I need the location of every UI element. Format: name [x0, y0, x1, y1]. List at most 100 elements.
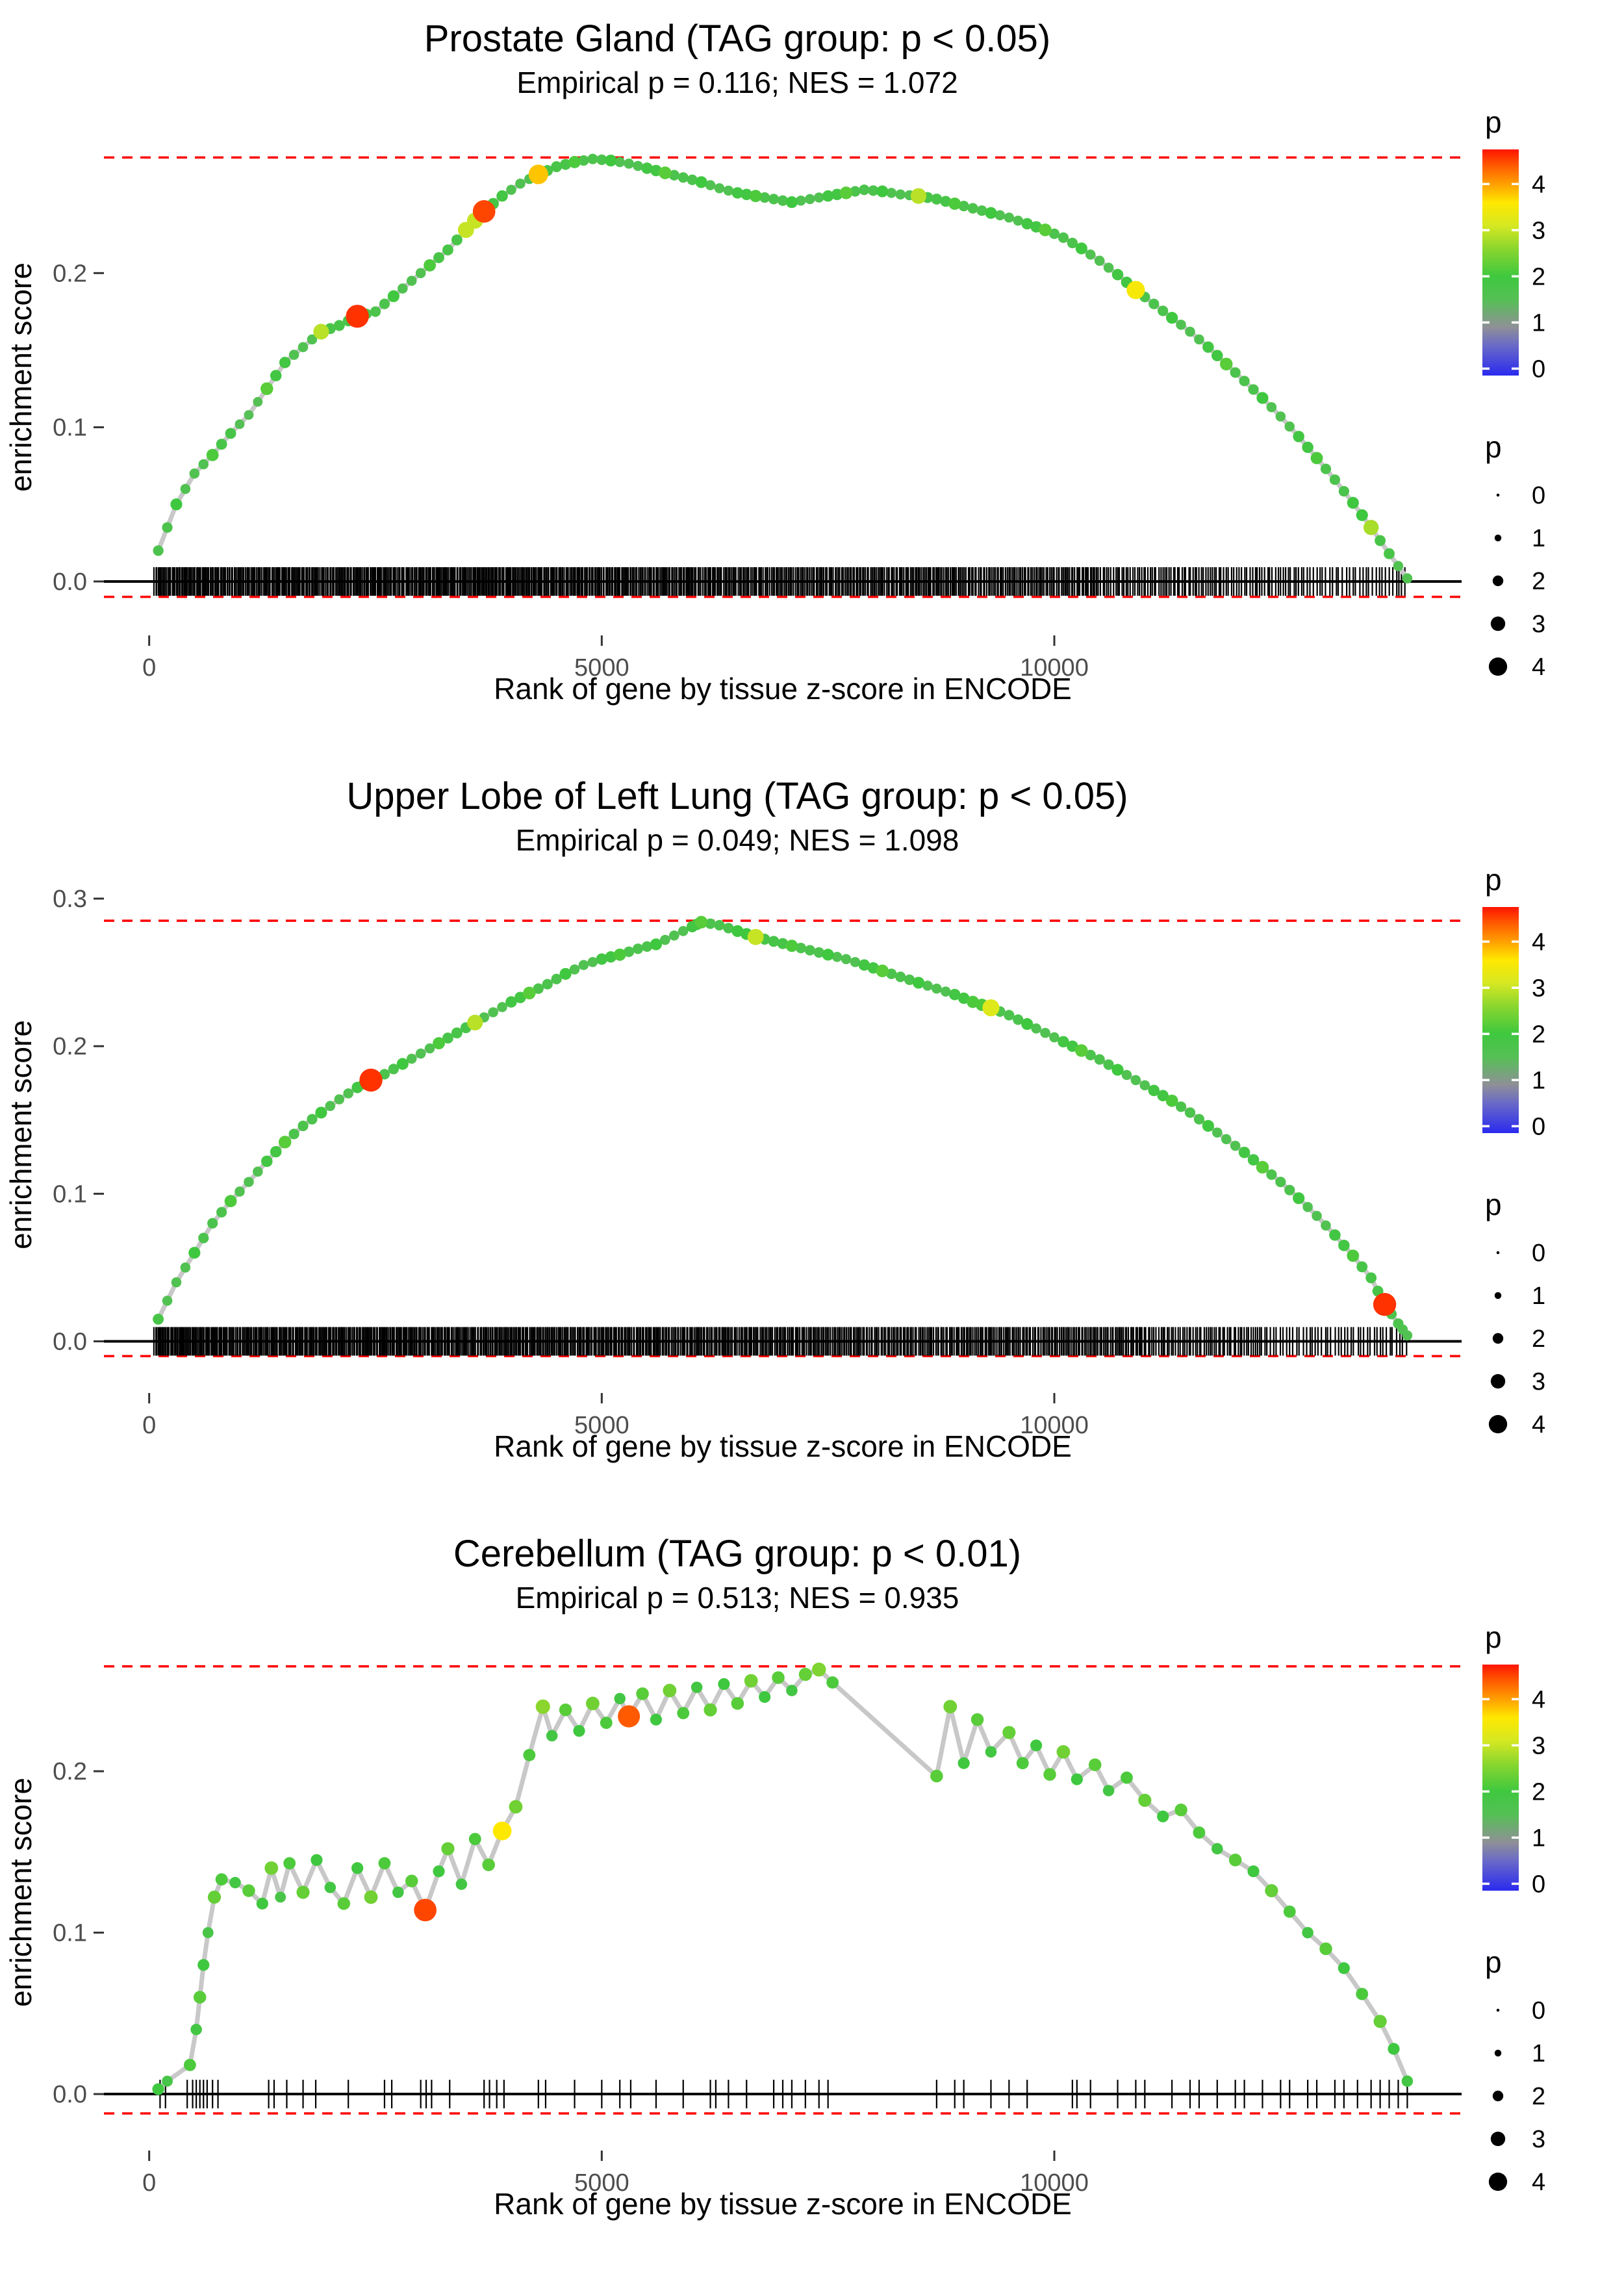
- svg-text:0.3: 0.3: [53, 886, 87, 913]
- svg-text:1: 1: [1532, 1283, 1545, 1310]
- svg-text:4: 4: [1532, 172, 1545, 199]
- size-legend-dot: [1490, 2132, 1506, 2147]
- gene-points: [152, 1663, 1414, 2096]
- svg-text:0: 0: [142, 2169, 156, 2197]
- svg-text:4: 4: [1532, 2169, 1545, 2196]
- y-axis-label: enrichment score: [4, 1020, 38, 1249]
- gene-points: [153, 153, 1413, 584]
- color-legend: p 4 3 2 1 0: [1482, 1620, 1545, 1898]
- size-legend-dot: [1492, 576, 1504, 587]
- panel-upper-lobe-left-lung: Upper Lobe of Left Lung (TAG group: p < …: [0, 758, 1624, 1515]
- svg-text:0.0: 0.0: [53, 568, 87, 596]
- svg-text:1: 1: [1532, 1825, 1545, 1852]
- x-axis-label: Rank of gene by tissue z-score in ENCODE: [494, 1429, 1072, 1463]
- color-bar: [1482, 1665, 1519, 1891]
- color-legend-title: p: [1485, 105, 1502, 139]
- y-axis-ticks: 0.0 0.1 0.2: [53, 1759, 104, 2108]
- y-axis-ticks: 0.0 0.1 0.2: [53, 261, 104, 596]
- size-legend-dot: [1488, 1415, 1508, 1434]
- size-legend-title: p: [1485, 1945, 1502, 1979]
- svg-text:5000: 5000: [574, 2169, 629, 2197]
- x-axis-label: Rank of gene by tissue z-score in ENCODE: [494, 672, 1072, 706]
- panel-subtitle: Empirical p = 0.049; NES = 1.098: [515, 823, 959, 857]
- gene-points: [153, 916, 1413, 1341]
- panel-title: Cerebellum (TAG group: p < 0.01): [453, 1533, 1022, 1575]
- svg-text:0: 0: [1532, 1240, 1545, 1267]
- size-legend-dot: [1496, 2009, 1500, 2012]
- legend-column: p 4 3 2 1 0 p 0 1 2 3 4: [1475, 860, 1624, 1484]
- size-legend-dot: [1490, 617, 1506, 632]
- panel-header: Prostate Gland (TAG group: p < 0.05) Emp…: [0, 18, 1475, 99]
- panel-header: Upper Lobe of Left Lung (TAG group: p < …: [0, 776, 1475, 856]
- svg-text:0: 0: [1532, 482, 1545, 509]
- svg-text:5000: 5000: [574, 1412, 629, 1439]
- svg-text:0.0: 0.0: [53, 2081, 87, 2108]
- size-legend-dot: [1490, 1374, 1506, 1389]
- svg-text:0.0: 0.0: [53, 1329, 87, 1356]
- color-bar: [1482, 149, 1519, 376]
- x-axis-label: Rank of gene by tissue z-score in ENCODE: [494, 2187, 1072, 2221]
- plot-row: enrichment score 0.0 0.1 0.2 0 5000 10000 Rank …: [0, 1618, 1624, 2242]
- color-bar: [1482, 907, 1519, 1134]
- plot-row: enrichment score 0.0 0.1 0.2 0 5000 10000 Rank …: [0, 103, 1624, 726]
- svg-text:3: 3: [1532, 975, 1545, 1003]
- y-axis-label: enrichment score: [4, 1778, 38, 2007]
- svg-text:10000: 10000: [1020, 2169, 1089, 2197]
- svg-text:10000: 10000: [1020, 1412, 1089, 1439]
- svg-text:4: 4: [1532, 1687, 1545, 1714]
- legend-column: p 4 3 2 1 0 p 0 1 2 3 4: [1475, 1618, 1624, 2242]
- svg-text:3: 3: [1532, 611, 1545, 638]
- size-legend-dot: [1492, 2091, 1504, 2102]
- svg-text:4: 4: [1532, 929, 1545, 956]
- svg-text:0.2: 0.2: [53, 1034, 87, 1061]
- enrichment-curve: [156, 157, 1410, 580]
- size-legend-title: p: [1485, 430, 1502, 464]
- size-legend-dot: [1496, 1251, 1500, 1255]
- svg-text:4: 4: [1532, 654, 1545, 681]
- svg-text:3: 3: [1532, 218, 1545, 245]
- size-legend-dot: [1494, 1292, 1502, 1299]
- svg-text:2: 2: [1532, 1325, 1545, 1353]
- svg-text:1: 1: [1532, 1067, 1545, 1095]
- svg-text:2: 2: [1532, 1021, 1545, 1049]
- svg-text:0: 0: [142, 1412, 156, 1439]
- panel-cerebellum: Cerebellum (TAG group: p < 0.01) Empiric…: [0, 1515, 1624, 2273]
- svg-text:3: 3: [1532, 2126, 1545, 2153]
- panel-subtitle: Empirical p = 0.116; NES = 1.072: [516, 65, 958, 99]
- svg-text:4: 4: [1532, 1411, 1545, 1438]
- x-axis-ticks: 0 5000 10000: [142, 1393, 1089, 1439]
- svg-text:2: 2: [1532, 568, 1545, 595]
- size-legend-dot: [1488, 658, 1508, 676]
- svg-text:0.1: 0.1: [53, 415, 87, 442]
- panel-subtitle: Empirical p = 0.513; NES = 0.935: [515, 1580, 959, 1615]
- svg-text:0.2: 0.2: [53, 1759, 87, 1786]
- enrichment-curve: [157, 1667, 1410, 2091]
- panel-header: Cerebellum (TAG group: p < 0.01) Empiric…: [0, 1533, 1475, 1614]
- size-legend-dot: [1496, 494, 1500, 497]
- svg-text:0: 0: [142, 654, 156, 682]
- svg-text:0.1: 0.1: [53, 1920, 87, 1947]
- svg-text:10000: 10000: [1020, 654, 1089, 682]
- size-legend-title: p: [1485, 1188, 1502, 1221]
- y-axis-ticks: 0.0 0.1 0.2 0.3: [53, 886, 104, 1356]
- size-legend-dot: [1494, 2050, 1502, 2057]
- svg-text:1: 1: [1532, 525, 1545, 552]
- svg-text:5000: 5000: [574, 654, 629, 682]
- panel-title: Prostate Gland (TAG group: p < 0.05): [424, 18, 1051, 60]
- svg-text:0: 0: [1532, 356, 1545, 383]
- panel-prostate-gland: Prostate Gland (TAG group: p < 0.05) Emp…: [0, 0, 1624, 758]
- svg-text:3: 3: [1532, 1368, 1545, 1396]
- svg-text:1: 1: [1532, 310, 1545, 337]
- legend-column: p 4 3 2 1 0 p 0 1 2 3 4: [1475, 103, 1624, 726]
- size-legend: p 0 1 2 3 4: [1485, 430, 1545, 681]
- svg-text:0.1: 0.1: [53, 1181, 87, 1208]
- size-legend-dot: [1488, 2173, 1508, 2191]
- color-legend-title: p: [1485, 1620, 1502, 1654]
- size-legend-dot: [1492, 1333, 1504, 1344]
- x-axis-ticks: 0 5000 10000: [142, 2151, 1089, 2197]
- svg-text:1: 1: [1532, 2040, 1545, 2067]
- size-legend: p 0 1 2 3 4: [1485, 1945, 1545, 2196]
- enrichment-plot: enrichment score 0.0 0.1 0.2 0.3 0 5000 10000Ra…: [4, 886, 1462, 1463]
- size-legend: p 0 1 2 3 4: [1485, 1188, 1545, 1438]
